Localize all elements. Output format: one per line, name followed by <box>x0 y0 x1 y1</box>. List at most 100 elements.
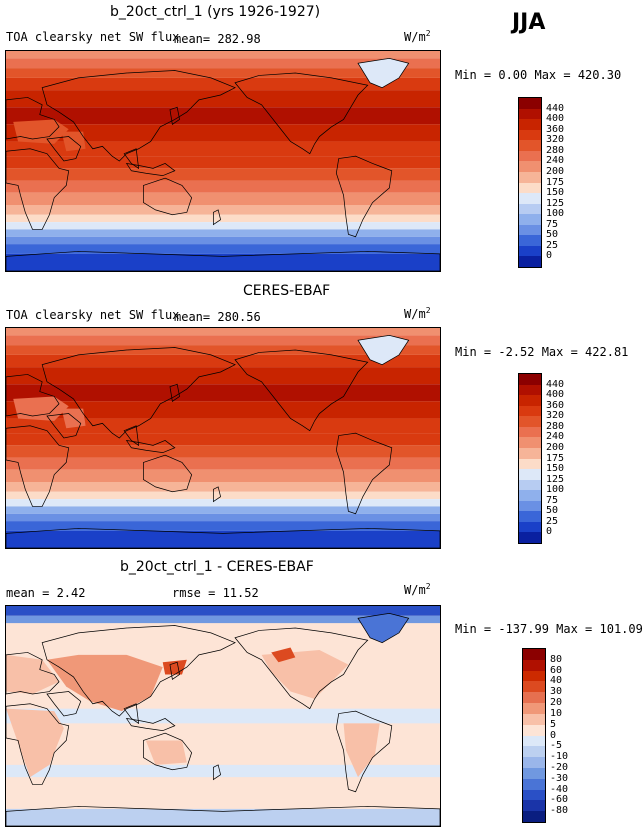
colorbar-tick-label: 320 <box>546 134 565 146</box>
flux-band <box>6 236 440 245</box>
colorbar-swatch <box>519 490 541 501</box>
coastline <box>335 155 393 238</box>
flux-band <box>6 606 440 616</box>
coastline <box>41 70 236 162</box>
colorbar-tick-label: 200 <box>546 165 565 177</box>
colorbar-swatch <box>523 659 545 671</box>
colorbar-tick-label: 80 <box>550 653 563 665</box>
colorbar-swatch <box>523 789 545 801</box>
colorbar-swatch <box>519 479 541 491</box>
colorbar-swatch <box>523 649 545 660</box>
panel1-colorbar <box>518 97 542 268</box>
flux-band <box>6 482 440 492</box>
flux-band <box>6 499 440 507</box>
coastline <box>6 528 440 548</box>
flux-band <box>6 168 440 181</box>
colorbar-tick-label: 125 <box>546 197 565 209</box>
colorbar-tick-label: 150 <box>546 187 565 199</box>
flux-band <box>6 51 440 59</box>
flux-band <box>6 445 440 458</box>
colorbar-swatch <box>523 735 545 747</box>
flux-band <box>6 384 440 402</box>
coastline <box>169 661 181 680</box>
flux-band <box>6 506 440 514</box>
flux-band <box>6 354 440 368</box>
panel1-map-svg <box>6 51 440 271</box>
flux-band <box>6 180 440 193</box>
colorbar-swatch <box>523 713 545 725</box>
flux-band <box>6 253 440 271</box>
panel3-title: b_20ct_ctrl_1 - CERES-EBAF <box>120 559 314 575</box>
flux-band <box>6 77 440 91</box>
colorbar-swatch <box>523 681 545 693</box>
colorbar-swatch <box>519 458 541 470</box>
panel3-colorbar <box>522 648 546 823</box>
flux-band <box>6 808 440 826</box>
colorbar-tick-label: -20 <box>550 761 569 773</box>
colorbar-tick-label: 240 <box>546 431 565 443</box>
colorbar-swatch <box>519 171 541 183</box>
colorbar-tick-label: 5 <box>550 718 557 730</box>
colorbar-swatch <box>519 405 541 417</box>
colorbar-swatch <box>523 778 545 790</box>
coastline <box>46 413 82 439</box>
anomaly-patch <box>145 740 187 765</box>
flux-band <box>6 68 440 78</box>
coastline <box>169 106 181 125</box>
coastline <box>143 177 193 216</box>
panel2-minmax: Min = -2.52 Max = 422.81 <box>455 345 629 359</box>
colorbar-tick-label: -40 <box>550 783 569 795</box>
panel2-units: W/m2 <box>404 306 431 321</box>
flux-band <box>6 433 440 446</box>
colorbar-swatch <box>519 437 541 448</box>
flux-band <box>6 708 440 724</box>
panel3-rmse: rmse = 11.52 <box>172 586 259 600</box>
flux-band <box>6 328 440 336</box>
colorbar-swatch <box>523 670 545 682</box>
coastline <box>41 625 236 717</box>
panel1-mean: mean= 282.98 <box>174 32 261 46</box>
panel1-coastlines <box>6 57 440 271</box>
colorbar-tick-label: -60 <box>550 794 569 806</box>
flux-band <box>6 469 440 482</box>
coastline <box>6 703 70 785</box>
anomaly-patch <box>343 723 380 778</box>
flux-band <box>6 491 440 500</box>
colorbar-swatch <box>519 161 541 172</box>
colorbar-tick-label: 125 <box>546 473 565 485</box>
colorbar-swatch <box>523 746 545 758</box>
flux-band <box>6 521 440 531</box>
colorbar-swatch <box>519 203 541 215</box>
colorbar-tick-label: 200 <box>546 441 565 453</box>
colorbar-tick-label: 50 <box>546 229 559 241</box>
flux-band <box>6 192 440 205</box>
flux-band <box>6 156 440 169</box>
flux-band <box>6 457 440 470</box>
coastline <box>6 806 440 826</box>
colorbar-swatch <box>519 119 541 130</box>
panel3-minmax: Min = -137.99 Max = 101.09 <box>455 622 643 636</box>
coastline <box>46 691 82 717</box>
coastline <box>357 612 410 644</box>
colorbar-swatch <box>519 193 541 204</box>
colorbar-tick-label: -30 <box>550 772 569 784</box>
colorbar-swatch <box>523 767 545 779</box>
colorbar-tick-label: 60 <box>550 664 563 676</box>
colorbar-swatch <box>519 98 541 109</box>
panel3-map <box>5 605 441 827</box>
anomaly-patch <box>46 654 163 712</box>
colorbar-swatch <box>519 245 541 257</box>
colorbar-tick-label: 0 <box>546 526 553 538</box>
colorbar-tick-label: 150 <box>546 463 565 475</box>
panel1-variable: TOA clearsky net SW flux <box>6 30 180 44</box>
flux-band <box>6 244 440 254</box>
panel3-coastlines <box>6 612 440 826</box>
coastline <box>234 627 369 710</box>
anomaly-patch <box>261 650 349 699</box>
coastline <box>123 425 140 447</box>
colorbar-tick-label: 280 <box>546 144 565 156</box>
flux-band <box>6 124 440 142</box>
panel2-title: CERES-EBAF <box>243 283 331 299</box>
colorbar-tick-label: 40 <box>550 675 563 687</box>
colorbar-swatch <box>519 447 541 459</box>
